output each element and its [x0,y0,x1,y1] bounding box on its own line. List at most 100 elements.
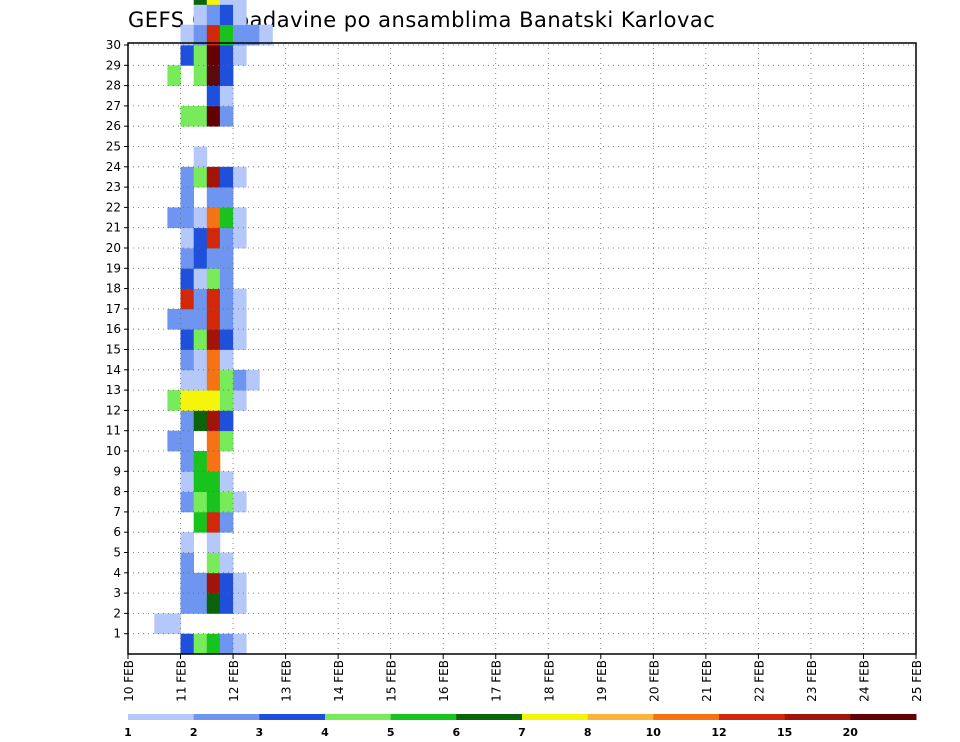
heatmap-cell [180,329,194,350]
heatmap-cell [219,572,234,594]
heatmap-cell [233,308,247,330]
heatmap-cell [219,390,234,411]
heatmap-cell [180,430,194,452]
heatmap-cell [206,390,221,411]
heatmap-cell [193,349,208,371]
colorbar-label: 15 [777,726,792,739]
heatmap-cell [206,4,221,26]
heatmap-cell [206,85,221,107]
heatmap-cell [206,166,221,188]
heatmap-cell [180,471,194,492]
colorbar-label: 1 [124,726,132,739]
x-tick-label: 15 FEB [385,660,399,702]
heatmap-cell [180,593,194,614]
y-tick-label: 28 [106,79,121,93]
heatmap-cell [206,451,221,472]
heatmap-cell [167,65,181,86]
y-tick-label: 17 [106,302,121,316]
heatmap-cell [154,613,168,635]
y-tick-label: 19 [106,261,121,275]
heatmap-cell [219,207,234,229]
heatmap-cell [180,390,194,411]
heatmap-cell [206,268,221,289]
cells-layer [154,0,273,655]
heatmap-cell [193,308,208,330]
x-tick-label: 21 FEB [700,660,714,702]
heatmap-cell [180,248,194,269]
heatmap-cell [180,268,194,289]
heatmap-cell [193,268,208,289]
y-tick-label: 30 [106,38,121,52]
heatmap-cell [167,430,181,452]
colorbar-segment [719,714,786,720]
colorbar-segment [193,714,260,720]
y-tick-label: 7 [113,505,121,519]
colorbar-segment [128,714,195,720]
heatmap-cell [219,105,234,127]
heatmap-cell [180,410,194,432]
heatmap-cell [219,349,234,371]
heatmap-cell [206,511,221,533]
axes-layer: 1234567891011121314151617181920212223242… [106,38,924,702]
colorbar-label: 10 [646,726,662,739]
x-tick-label: 13 FEB [280,660,294,702]
heatmap-cell [233,572,247,594]
heatmap-cell [219,268,234,289]
heatmap-cell [193,166,208,188]
colorbar: 1 2 3 4 5 6 7 8 10 12 15 20 [124,714,917,739]
heatmap-cell [219,552,234,574]
heatmap-cell [180,369,194,391]
heatmap-cell [193,105,208,127]
heatmap-cell [219,248,234,269]
colorbar-segment [784,714,851,720]
heatmap-cell [193,24,208,46]
heatmap-cell [206,0,221,5]
heatmap-cell [180,187,194,208]
heatmap-cell [233,329,247,350]
x-tick-label: 12 FEB [227,660,241,702]
x-tick-label: 20 FEB [647,660,661,702]
heatmap-cell [219,187,234,208]
heatmap-cell [193,511,208,533]
x-tick-label: 11 FEB [175,660,189,702]
colorbar-label: 2 [190,726,198,739]
x-tick-label: 10 FEB [122,660,136,702]
heatmap-cell [206,471,221,492]
heatmap-cell [167,207,181,229]
heatmap-cell [180,24,194,46]
colorbar-segment [456,714,523,720]
heatmap-cell [180,491,194,513]
y-tick-label: 24 [106,160,121,174]
heatmap-cell [259,24,273,46]
heatmap-cell [233,633,247,655]
heatmap-cell [193,471,208,492]
heatmap-cell [206,65,221,86]
colorbar-segment [522,714,589,720]
y-tick-label: 8 [113,485,121,499]
heatmap-cell [219,593,234,614]
heatmap-cell [180,532,194,553]
heatmap-cell [193,0,208,5]
colorbar-label: 12 [711,726,726,739]
y-tick-label: 21 [106,221,121,235]
x-tick-label: 25 FEB [910,660,924,702]
heatmap-cell [206,593,221,614]
heatmap-cell [180,633,194,655]
heatmap-cell [233,24,247,46]
colorbar-segment [390,714,457,720]
heatmap-cell [206,207,221,229]
heatmap-cell [219,430,234,452]
y-tick-label: 27 [106,99,121,113]
heatmap-cell [180,451,194,472]
heatmap-cell [233,166,247,188]
y-tick-label: 3 [113,586,121,600]
heatmap-cell [233,288,247,310]
y-tick-label: 16 [106,322,121,336]
heatmap-cell [206,572,221,594]
heatmap-cell [246,369,260,391]
heatmap-cell [193,65,208,86]
x-tick-label: 19 FEB [595,660,609,702]
heatmap-cell [193,633,208,655]
heatmap-cell [206,248,221,269]
heatmap-cell [193,451,208,472]
